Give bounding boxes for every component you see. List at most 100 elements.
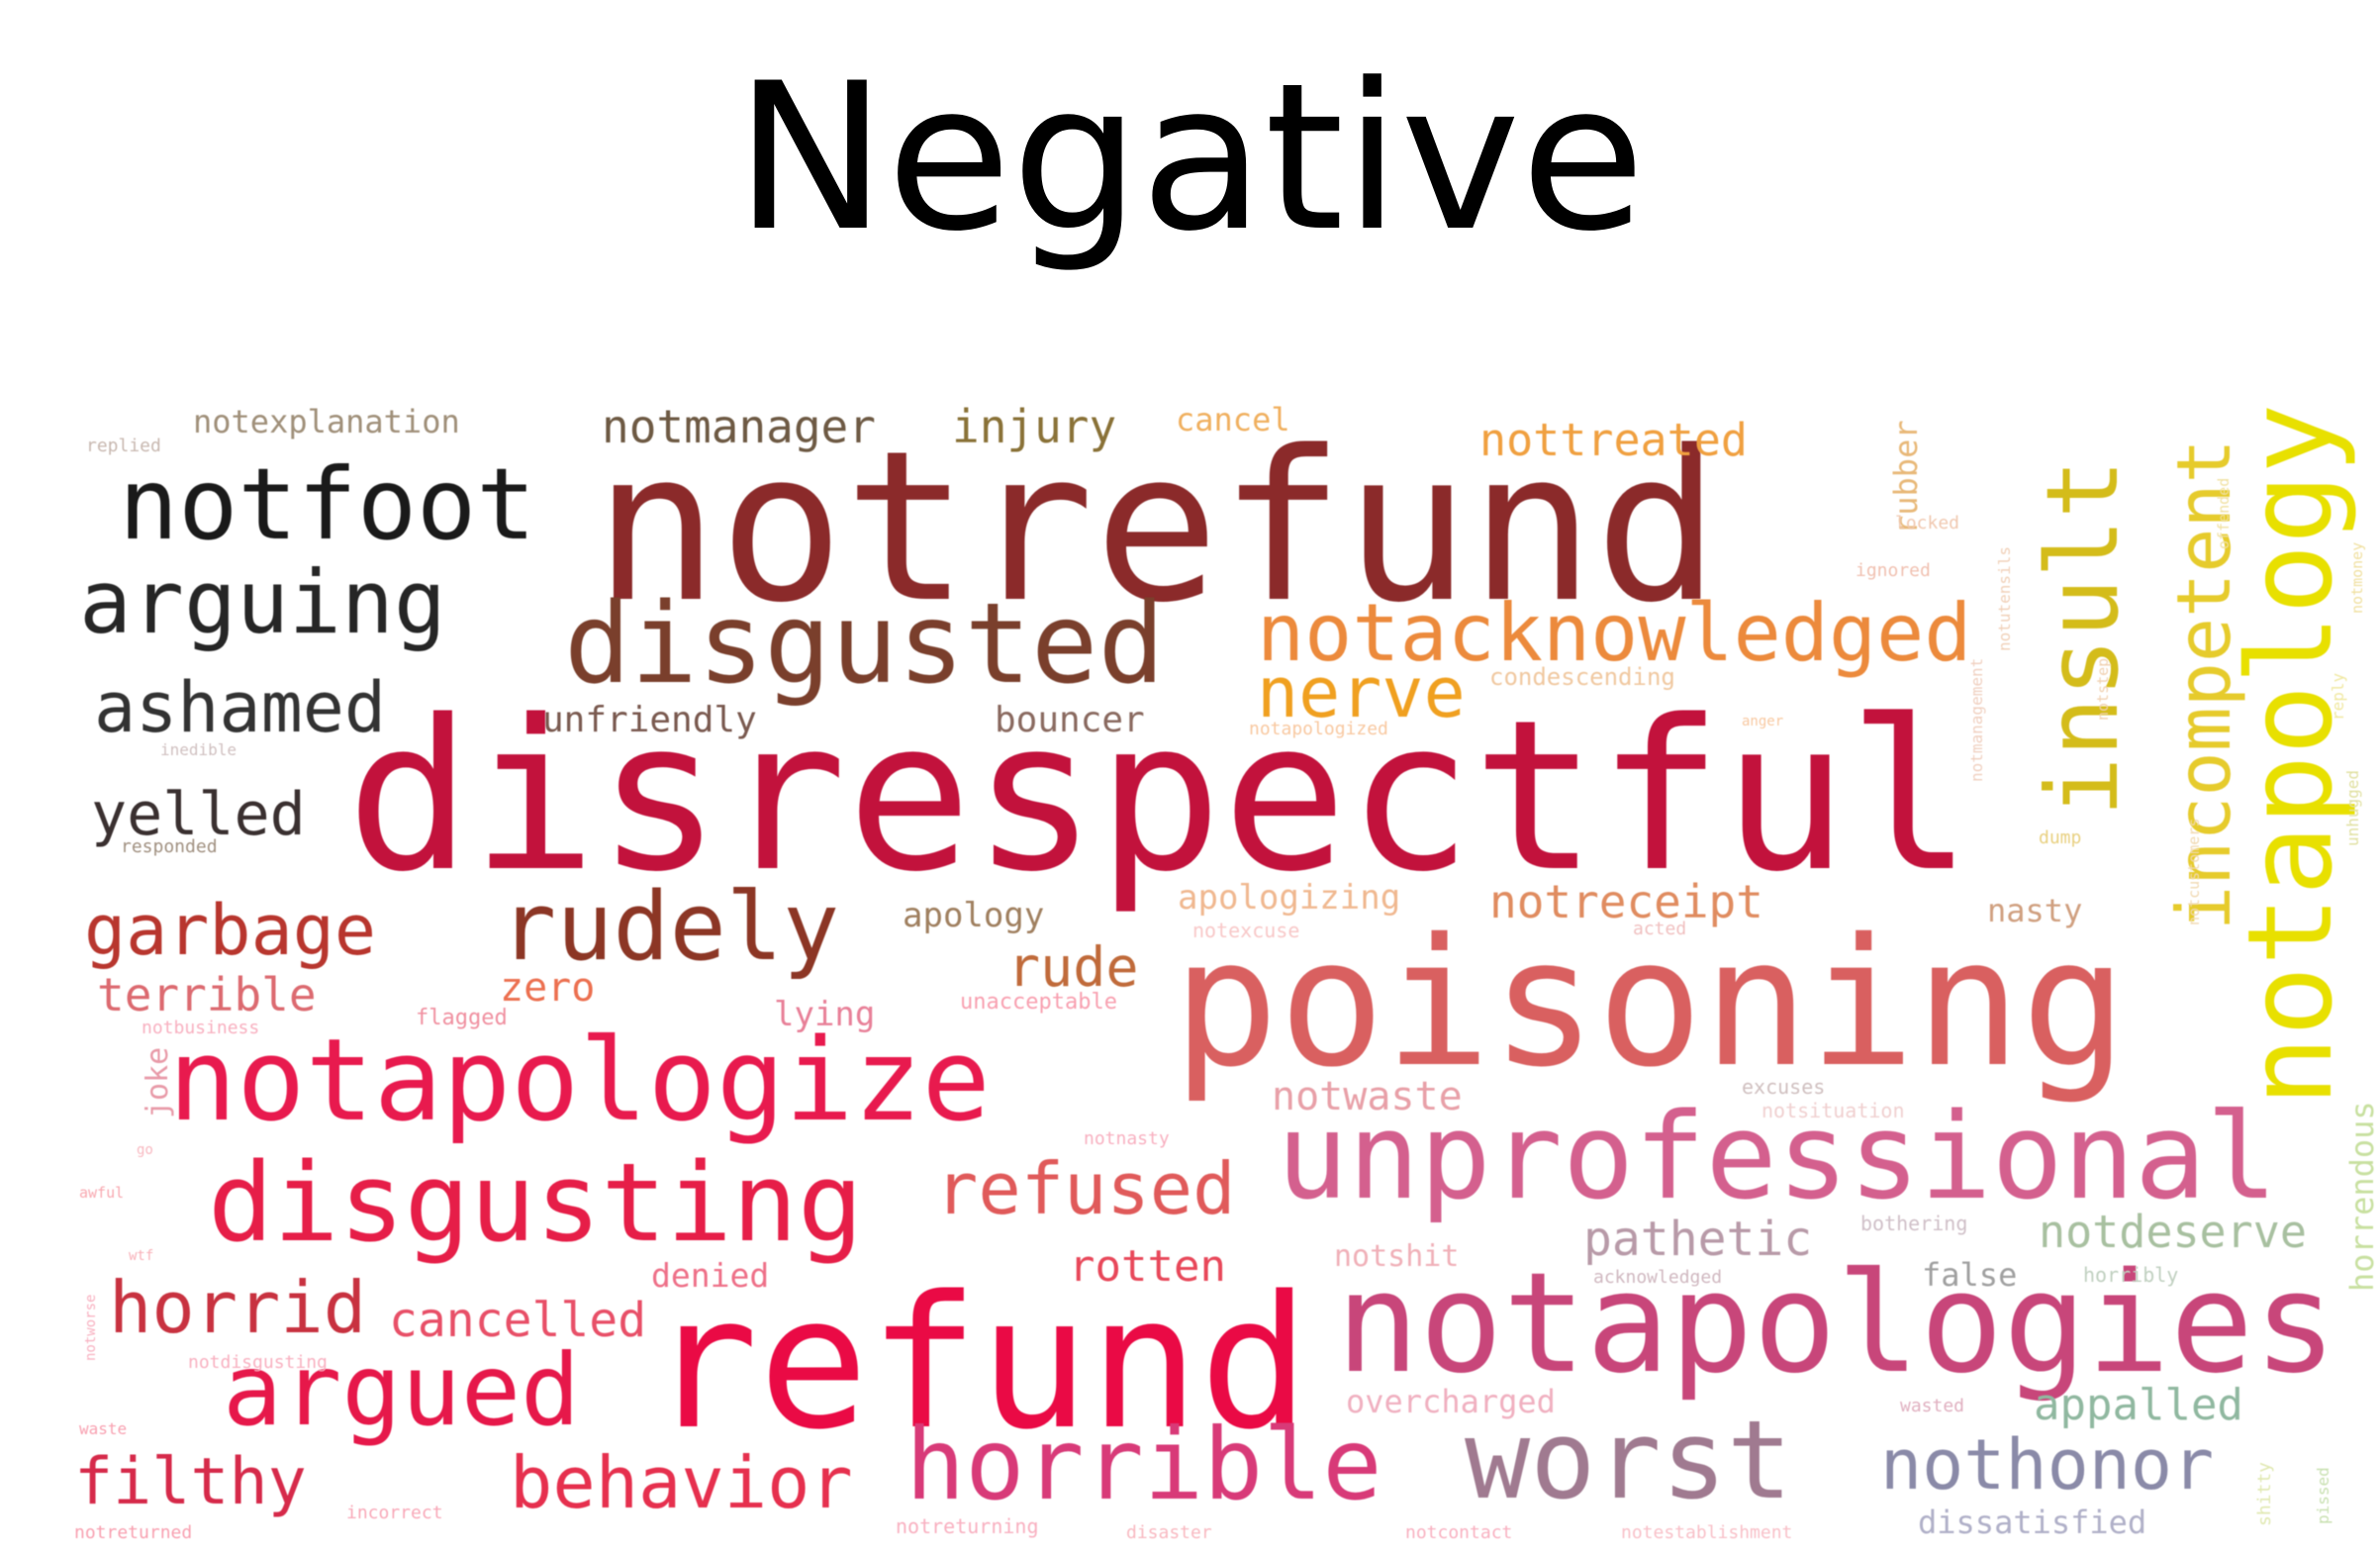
cloud-word: notmanager [602, 400, 876, 453]
cloud-word: unacceptable [960, 990, 1117, 1015]
cloud-word: refund [648, 1256, 1310, 1470]
cloud-word: notacknowledged [1257, 587, 1972, 679]
cloud-word: nasty [1987, 892, 2083, 929]
cloud-word: anger [1742, 714, 1784, 729]
cloud-word: ignored [1856, 560, 1931, 581]
cloud-word: dump [2039, 827, 2082, 848]
cloud-word: go [137, 1142, 153, 1158]
cloud-word: shitty [2254, 1461, 2275, 1526]
cloud-word: cancel [1176, 401, 1290, 438]
cloud-word: pissed [2314, 1467, 2332, 1524]
cloud-word: horribly [2083, 1263, 2179, 1287]
cloud-word: ashamed [94, 667, 387, 748]
cloud-word: notsituation [1761, 1099, 1905, 1122]
cloud-word: notestablishment [1621, 1522, 1793, 1543]
cloud-word: notreceipt [1489, 875, 1763, 928]
cloud-word: notapologized [1249, 719, 1388, 739]
cloud-word: notapology [2222, 403, 2358, 1107]
cloud-word: notdeserve [2039, 1206, 2307, 1258]
cloud-word: incorrect [346, 1503, 443, 1523]
cloud-word: unfriendly [542, 700, 757, 740]
cloud-word: notmanagement [1967, 657, 1986, 782]
cloud-word: rudely [500, 873, 840, 982]
cloud-word: apology [903, 896, 1045, 935]
cloud-word: unprofessional [1277, 1089, 2278, 1226]
cloud-word: notexcuse [1192, 919, 1300, 942]
cloud-word: yelled [91, 780, 306, 849]
cloud-word: refused [935, 1147, 1236, 1230]
cloud-word: filthy [74, 1445, 307, 1519]
cloud-word: disaster [1126, 1522, 1212, 1543]
cloud-word: garbage [84, 890, 377, 971]
cloud-word: cancelled [389, 1293, 647, 1348]
cloud-word: terrible [97, 968, 317, 1021]
cloud-word: joke [141, 1046, 175, 1118]
cloud-word: zero [500, 965, 596, 1011]
cloud-word: notcustomers [2185, 818, 2203, 925]
cloud-word: horrid [109, 1266, 367, 1349]
chart-title: Negative [734, 41, 1646, 276]
cloud-word: notbusiness [142, 1018, 260, 1038]
cloud-word: pathetic [1583, 1212, 1813, 1267]
cloud-word: behavior [510, 1441, 853, 1524]
cloud-word: notmoney [2348, 541, 2366, 614]
cloud-word: horrendous [2343, 1101, 2380, 1292]
cloud-word: awful [79, 1184, 125, 1202]
cloud-word: horrible [905, 1407, 1382, 1522]
cloud-word: poisoning [1173, 901, 2128, 1106]
cloud-word: notdisgusting [188, 1352, 328, 1373]
cloud-word: denied [651, 1256, 770, 1295]
cloud-word: dissatisfied [1918, 1504, 2147, 1541]
cloud-word: arguing [79, 551, 446, 653]
cloud-word: appalled [2034, 1380, 2243, 1430]
cloud-word: disrespectful [346, 675, 1973, 918]
cloud-word: nothonor [1880, 1424, 2215, 1505]
cloud-word: notrefund [594, 406, 1720, 648]
cloud-word: notapologies [1336, 1243, 2337, 1405]
cloud-word: condescending [1489, 663, 1675, 691]
cloud-word: wasted [1900, 1396, 1965, 1416]
cloud-word: bothering [1860, 1212, 1968, 1235]
cloud-word: insult [2025, 458, 2141, 817]
cloud-word: excuses [1742, 1075, 1826, 1099]
cloud-word: notstep [2094, 657, 2112, 721]
cloud-word: acknowledged [1593, 1267, 1723, 1288]
cloud-word: replied [86, 436, 161, 456]
cloud-word: notworse [83, 1294, 99, 1361]
cloud-word: flagged [416, 1006, 508, 1030]
cloud-word: nerve [1257, 652, 1466, 733]
cloud-word: notwaste [1272, 1074, 1463, 1119]
cloud-word: notcontact [1405, 1522, 1513, 1543]
cloud-word: nottreated [1479, 414, 1748, 466]
cloud-word: notexplanation [193, 403, 460, 440]
cloud-word: bouncer [995, 700, 1145, 740]
cloud-word: unhugged [2343, 769, 2362, 846]
cloud-word: notnasty [1084, 1128, 1170, 1149]
cloud-word: inedible [160, 740, 238, 759]
cloud-word: acted [1633, 919, 1687, 939]
cloud-word: disgusted [564, 580, 1165, 709]
cloud-word: worst [1465, 1397, 1793, 1523]
cloud-word: notshit [1334, 1239, 1460, 1274]
cloud-word: rude [1007, 935, 1139, 999]
cloud-word: rotten [1069, 1241, 1226, 1292]
cloud-word: notutensils [1995, 546, 2014, 651]
cloud-word: offended [2215, 477, 2233, 549]
cloud-word: notreturned [74, 1522, 193, 1543]
cloud-word: argued [223, 1332, 581, 1448]
cloud-word: notreturning [896, 1514, 1039, 1538]
cloud-word: responded [121, 836, 218, 857]
cloud-word: waste [79, 1419, 128, 1438]
cloud-word: notfoot [119, 446, 536, 562]
cloud-word: locked [1895, 513, 1960, 534]
cloud-word: overcharged [1346, 1383, 1556, 1420]
cloud-word: wtf [129, 1248, 154, 1264]
cloud-word: apologizing [1178, 878, 1401, 918]
cloud-word: reply [2329, 672, 2347, 721]
cloud-word: disgusting [208, 1139, 864, 1266]
cloud-word: lying [774, 995, 876, 1034]
cloud-word: injury [952, 400, 1117, 453]
cloud-word: notapologize [168, 1015, 991, 1147]
cloud-word: false [1922, 1256, 2018, 1294]
